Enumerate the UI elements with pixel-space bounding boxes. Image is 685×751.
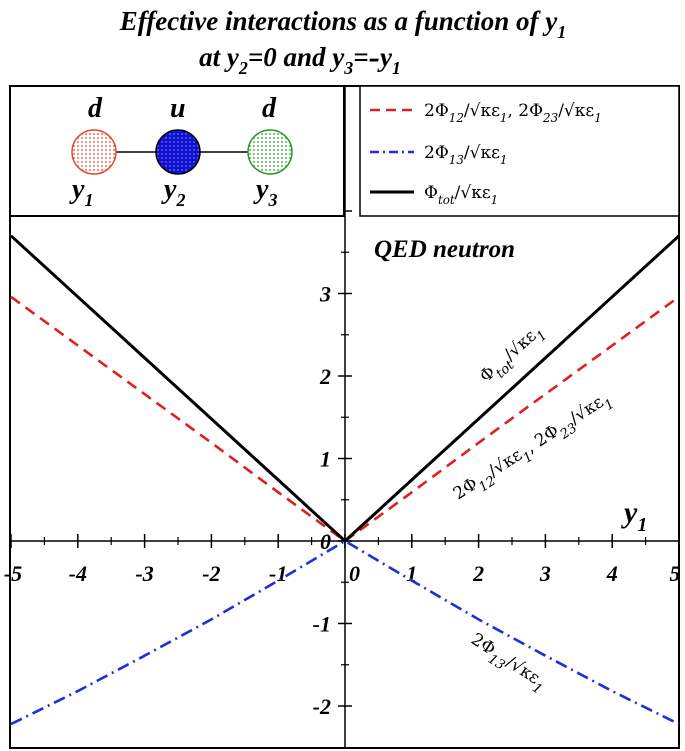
quark-3-circle: [247, 129, 293, 175]
chart-title-line1: Effective interactions as a function of …: [119, 6, 566, 42]
legend-labels: 2Φ12/√κε1, 2Φ23/√κε1 2Φ13/√κε1 Φtot/√κε1: [424, 101, 602, 207]
y-tick-label: -1: [313, 612, 331, 637]
quark-1-circle: [71, 129, 117, 175]
legend-label-0: 2Φ12/√κε1, 2Φ23/√κε1: [424, 101, 602, 125]
quark-2-position: y2: [161, 174, 185, 210]
y-tick-label: 1: [320, 447, 331, 472]
y-tick-label: 2: [319, 364, 331, 389]
x-tick-label: 2: [472, 561, 484, 586]
chart-title-line1-text: Effective interactions as a function of …: [119, 6, 558, 36]
x-tick-label: 0: [349, 561, 360, 586]
x-tick-label: -5: [4, 561, 22, 586]
title2-part-2: =0 and y: [248, 42, 345, 72]
x-tick-label: 5: [670, 561, 681, 586]
quark-1-position: y1: [69, 174, 93, 210]
chart-title-line2: at y2=0 and y3=-y1: [199, 39, 401, 78]
y-tick-label: -2: [313, 694, 331, 719]
quark-diagram: d u d y1 y2 y3: [9, 85, 345, 217]
x-axis-label: y1: [621, 496, 647, 536]
x-tick-label: 3: [539, 561, 551, 586]
y-tick-label: 3: [319, 282, 331, 307]
inline-label-2: 2Φ13/√κε1: [464, 629, 550, 697]
svg-text:Φtot/√κε1: Φtot/√κε1: [424, 183, 498, 207]
x-tick-label: 4: [606, 561, 618, 586]
quark-3-flavor: d: [262, 93, 277, 124]
quark-2-circle: [155, 129, 201, 175]
quark-3-position: y3: [253, 174, 277, 210]
quark-1-flavor: d: [88, 93, 103, 124]
series-group: [9, 234, 681, 726]
x-tick-label: -4: [69, 561, 87, 586]
x-tick-label: -2: [202, 561, 220, 586]
y-tick-label: 0: [320, 529, 331, 554]
title2-part-0: at y: [199, 42, 240, 72]
title2-part-4: =: [353, 42, 368, 72]
legend-label-1: 2Φ13/√κε1: [424, 143, 507, 167]
svg-text:Φtot/√κε1: Φtot/√κε1: [476, 320, 550, 391]
legend-label-2: Φtot/√κε1: [424, 183, 498, 207]
inline-label-0: Φtot/√κε1: [476, 320, 550, 391]
title2-part-1: 2: [238, 58, 248, 78]
x-tick-label: -1: [269, 561, 287, 586]
quark-2-flavor: u: [170, 93, 186, 124]
series-line-0: [10, 295, 680, 543]
inline-label-1: 2Φ12/√κε1, 2Φ23/√κε1: [450, 388, 618, 509]
chart-title-line1-sub: 1: [557, 22, 566, 42]
series-line-2: [9, 234, 681, 544]
annotation-qed-neutron: QED neutron: [374, 236, 515, 263]
title2-part-7: 1: [392, 58, 401, 78]
svg-text:2Φ12/√κε1, 2Φ23/√κε1: 2Φ12/√κε1, 2Φ23/√κε1: [450, 388, 618, 509]
svg-text:2Φ13/√κε1: 2Φ13/√κε1: [464, 629, 550, 697]
series-line-1: [10, 539, 680, 726]
title2-part-3: 3: [343, 58, 353, 78]
title2-part-6: y: [377, 42, 393, 72]
svg-text:2Φ12/√κε1, 2Φ23/√κε1: 2Φ12/√κε1, 2Φ23/√κε1: [424, 101, 602, 125]
x-tick-label: 1: [406, 561, 417, 586]
x-tick-label: -3: [135, 561, 153, 586]
svg-text:2Φ13/√κε1: 2Φ13/√κε1: [424, 143, 507, 167]
axes: -5 -4 -3 -2 -1 0 1 2 3 4 5 -2 -1 0 1 2 3: [4, 86, 681, 748]
legend: 2Φ12/√κε1, 2Φ23/√κε1 2Φ13/√κε1 Φtot/√κε1: [359, 85, 680, 217]
title2-part-5: -: [369, 39, 380, 76]
